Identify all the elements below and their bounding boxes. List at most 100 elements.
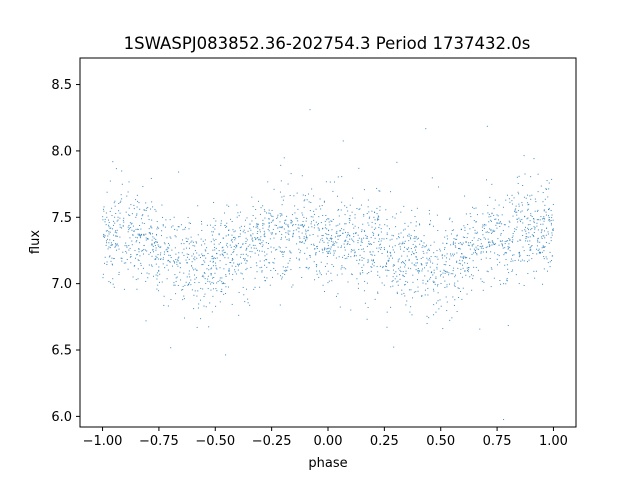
data-point [397, 259, 399, 261]
data-point [452, 255, 454, 257]
data-point [263, 223, 265, 225]
data-point [252, 206, 254, 208]
data-point [139, 237, 141, 239]
data-point [450, 233, 452, 235]
data-point [377, 291, 379, 293]
data-point [367, 222, 369, 224]
data-point [347, 241, 349, 243]
data-point [442, 257, 444, 259]
data-point [170, 256, 172, 258]
x-tick-label: −0.25 [252, 434, 292, 449]
data-point [126, 246, 128, 248]
data-point [346, 236, 348, 238]
data-point [475, 266, 477, 268]
data-point [119, 236, 121, 238]
data-point [448, 283, 450, 285]
data-point [377, 218, 379, 220]
data-point [203, 255, 205, 257]
data-point [212, 238, 214, 240]
data-point [132, 225, 134, 227]
data-point [110, 282, 112, 284]
data-point [414, 247, 416, 249]
data-point [299, 252, 301, 254]
data-point [369, 216, 371, 218]
data-point [125, 211, 127, 213]
data-point [259, 238, 261, 240]
data-point [494, 252, 496, 254]
data-point [444, 280, 446, 282]
data-point [159, 254, 161, 256]
data-point [512, 241, 514, 243]
data-point [127, 226, 129, 228]
data-point [228, 273, 230, 275]
y-tick-label: 7.5 [51, 211, 72, 226]
data-point [414, 235, 416, 237]
data-point [300, 250, 302, 252]
data-point [521, 210, 523, 212]
data-point [280, 164, 282, 166]
data-point [178, 252, 180, 254]
data-point [538, 252, 540, 254]
data-point [217, 280, 219, 282]
data-point [357, 283, 359, 285]
data-point [531, 194, 533, 196]
data-point [406, 300, 408, 302]
data-points [102, 109, 554, 421]
data-point [242, 243, 244, 245]
data-point [504, 240, 506, 242]
data-point [163, 304, 165, 306]
data-point [215, 262, 217, 264]
data-point [147, 238, 149, 240]
data-point [161, 281, 163, 283]
data-point [539, 219, 541, 221]
data-point [371, 221, 373, 223]
data-point [410, 238, 412, 240]
data-point [123, 288, 125, 290]
data-point [279, 304, 281, 306]
data-point [426, 257, 428, 259]
data-point [130, 204, 132, 206]
data-point [133, 230, 135, 232]
data-point [542, 223, 544, 225]
data-point [408, 233, 410, 235]
data-point [208, 326, 210, 328]
data-point [118, 248, 120, 250]
data-point [194, 290, 196, 292]
data-point [422, 250, 424, 252]
data-point [139, 255, 141, 257]
data-point [527, 236, 529, 238]
data-point [391, 238, 393, 240]
data-point [449, 319, 451, 321]
data-point [263, 276, 265, 278]
data-point [302, 241, 304, 243]
data-point [212, 260, 214, 262]
data-point [378, 219, 380, 221]
data-point [160, 252, 162, 254]
data-point [381, 282, 383, 284]
data-point [404, 264, 406, 266]
data-point [463, 225, 465, 227]
data-point [518, 203, 520, 205]
data-point [509, 221, 511, 223]
data-point [309, 256, 311, 258]
data-point [318, 223, 319, 225]
data-point [335, 257, 337, 259]
data-point [162, 257, 164, 259]
data-point [392, 216, 394, 218]
data-point [266, 212, 268, 214]
data-point [445, 264, 447, 266]
data-point [403, 229, 405, 231]
data-point [108, 231, 110, 233]
data-point [105, 240, 107, 242]
data-point [464, 262, 466, 264]
data-point [299, 267, 301, 269]
data-point [421, 294, 423, 296]
y-tick-label: 6.0 [51, 410, 72, 425]
data-point [473, 220, 475, 222]
data-point [201, 244, 203, 246]
data-point [139, 234, 141, 236]
data-point [525, 236, 527, 238]
data-point [225, 226, 227, 228]
data-point [429, 257, 431, 259]
data-point [142, 186, 144, 187]
